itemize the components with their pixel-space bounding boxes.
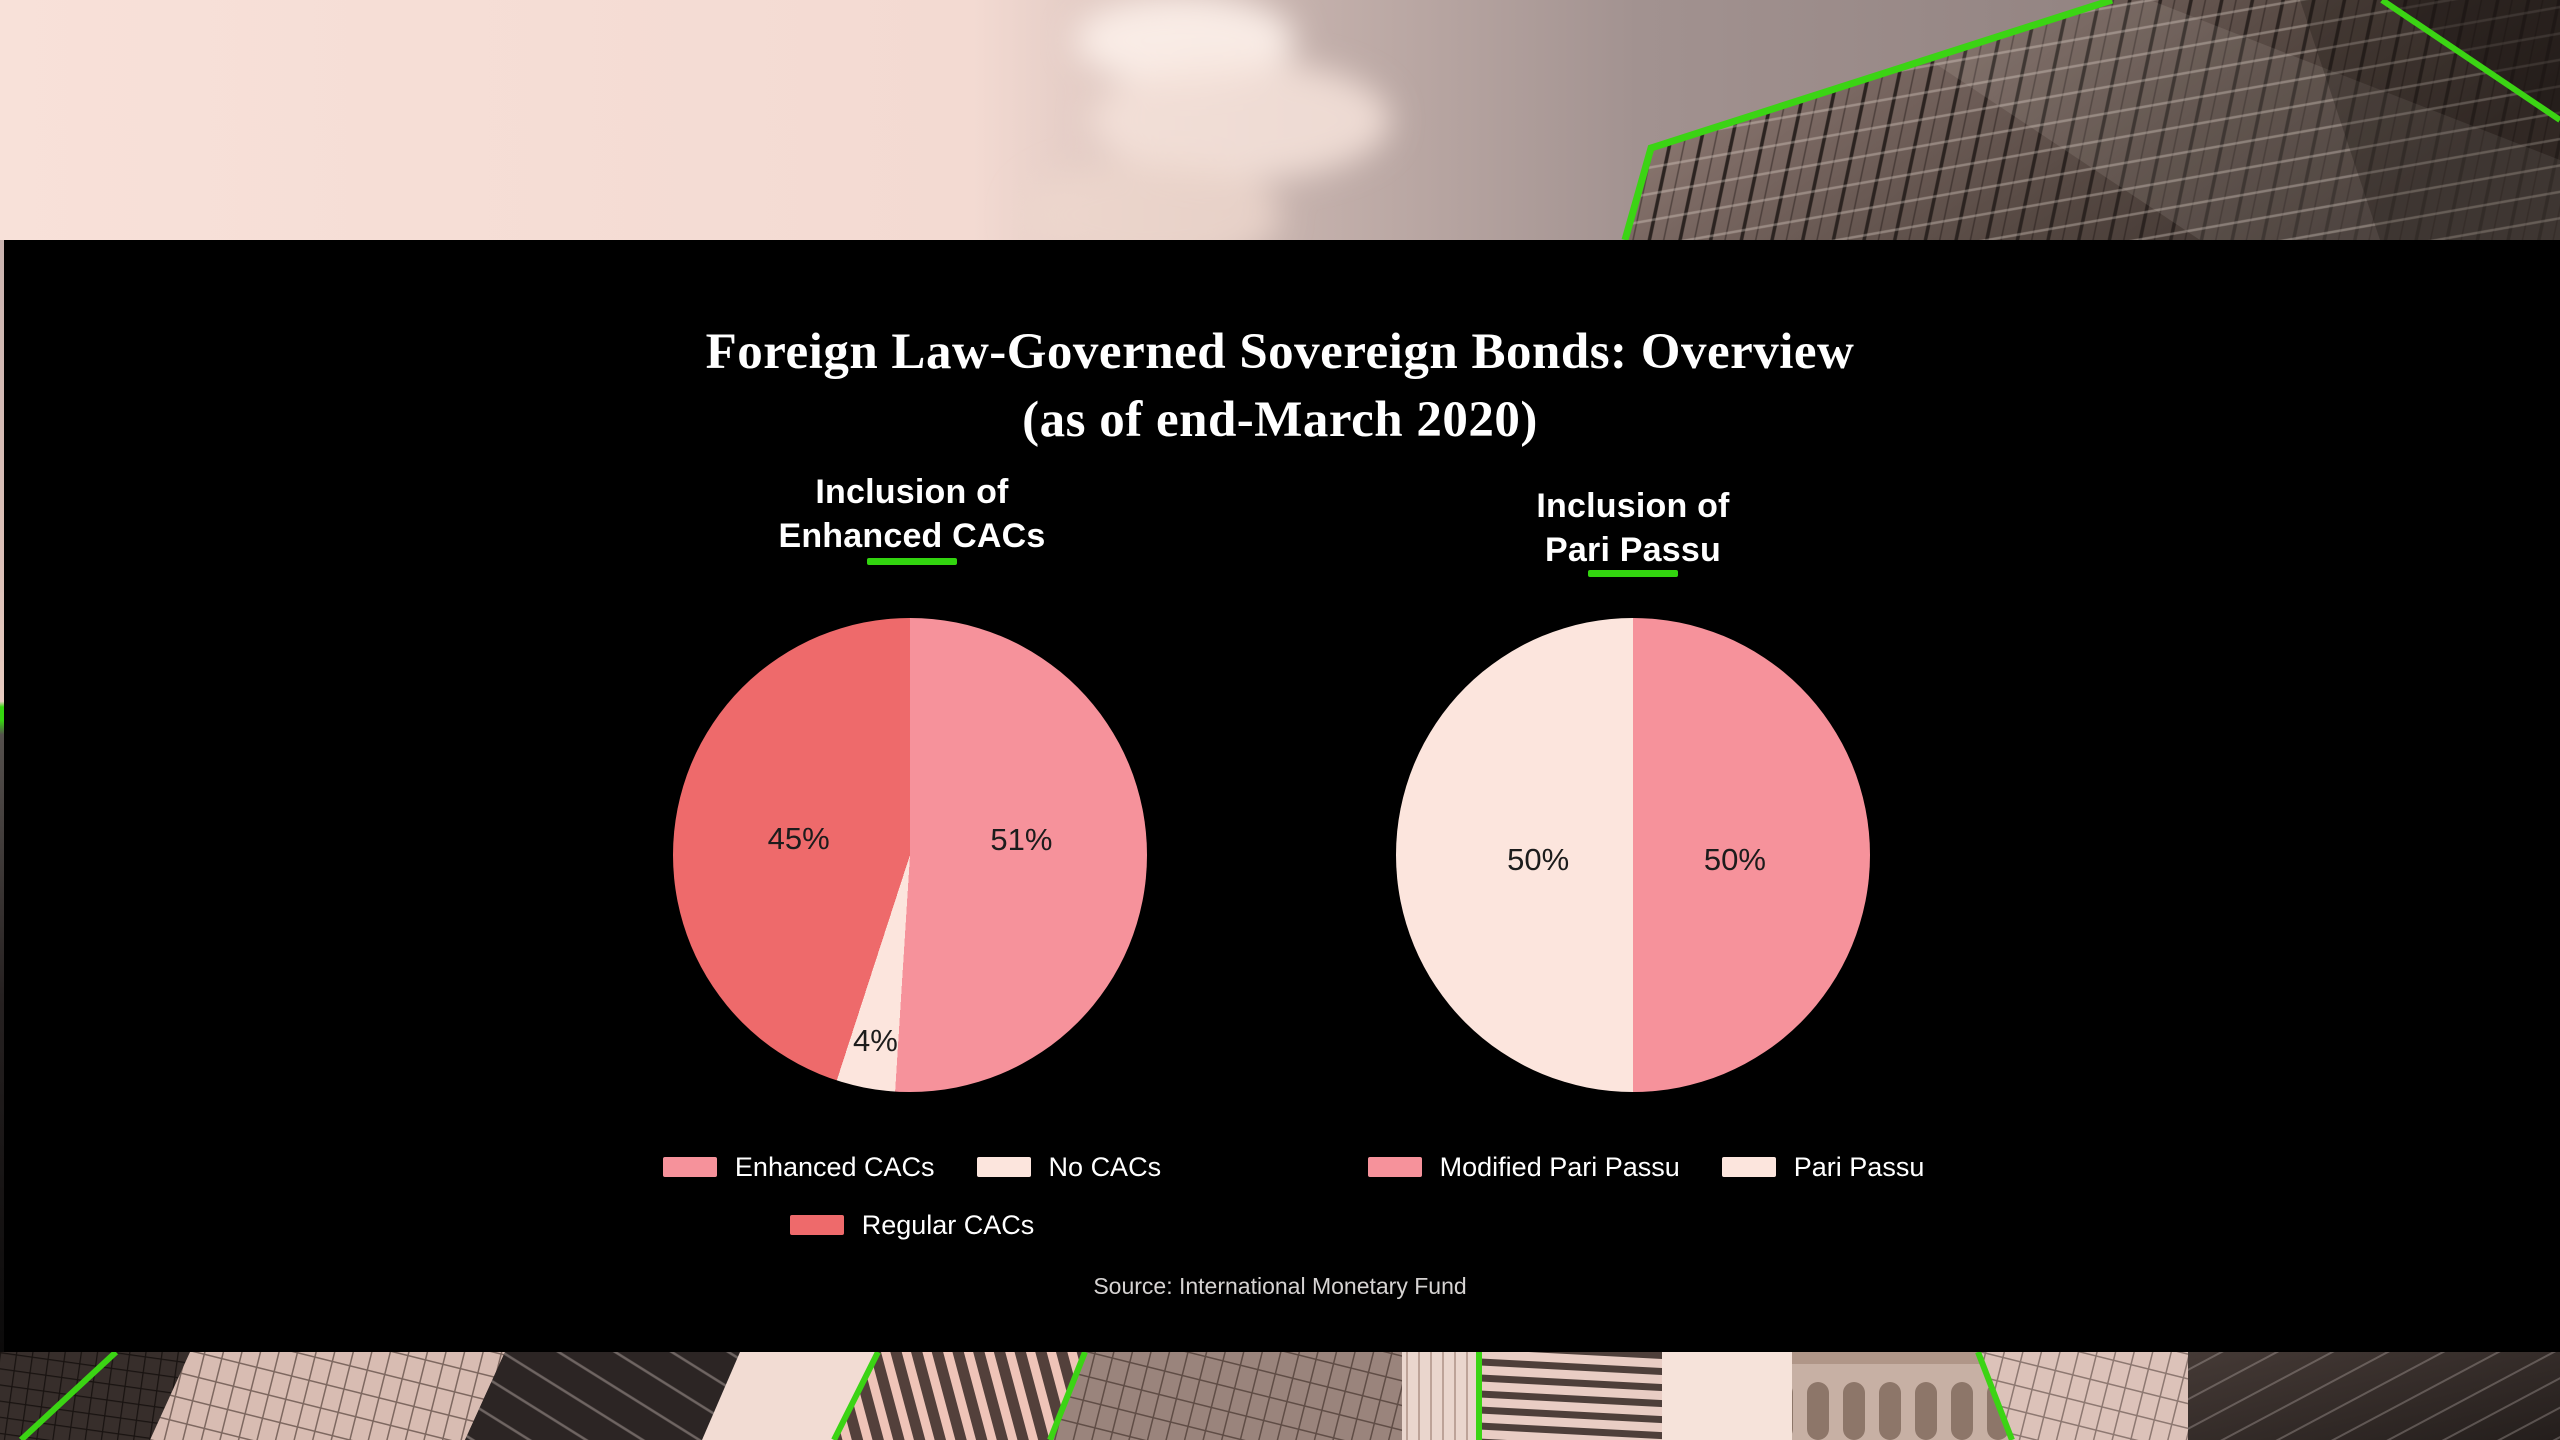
legend-label: Regular CACs [861,1209,1035,1240]
legend-label: No CACs [1048,1151,1162,1182]
page-title-line1: Foreign Law-Governed Sovereign Bonds: Ov… [705,324,1855,381]
source-caption: Source: International Monetary Fund [1093,1273,1467,1299]
legend-swatch [976,1157,1031,1177]
legend-item-enhanced-cacs: Enhanced CACs [662,1151,935,1183]
pie-heading-pari-passu: Inclusion of Pari Passu [1383,484,1883,572]
legend-label: Pari Passu [1793,1151,1925,1182]
pie-heading-enhanced-cacs: Inclusion of Enhanced CACs [662,470,1162,558]
legend-row: Regular CACs [612,1210,1212,1240]
left-photo-sliver [0,240,4,1352]
pie-chart-enhanced-cacs: 51% 4% 45% [673,618,1147,1092]
legend-item-no-cacs: No CACs [976,1151,1162,1183]
chart-panel: Foreign Law-Governed Sovereign Bonds: Ov… [0,240,2560,1352]
legend-swatch [662,1157,717,1177]
pie-heading-line2: Enhanced CACs [778,517,1046,555]
legend-label: Enhanced CACs [734,1151,935,1182]
pie-slice-label: 50% [1507,841,1570,877]
page-title-line2: (as of end-March 2020) [1022,392,1538,449]
legend-row: Enhanced CACs No CACs [612,1152,1212,1182]
legend-swatch [1367,1157,1422,1177]
page-title: Foreign Law-Governed Sovereign Bonds: Ov… [0,318,2560,454]
pie-slice-label: 4% [852,1023,898,1059]
city-bottom-photo [0,1352,2560,1440]
legend-item-regular-cacs: Regular CACs [789,1209,1035,1241]
legend-row: Modified Pari Passu Pari Passu [1346,1152,1946,1182]
pie-slice-label: 50% [1703,841,1766,877]
legend-label: Modified Pari Passu [1439,1151,1680,1182]
pie-heading-line1: Inclusion of [815,473,1009,511]
legend-item-pari-passu: Pari Passu [1721,1151,1925,1183]
pie-slice-label: 45% [767,820,830,856]
pie-slice-label: 51% [990,821,1053,857]
green-underline [867,558,957,565]
legend-item-modified-pari-passu: Modified Pari Passu [1367,1151,1680,1183]
pie-chart-pari-passu: 50% 50% [1396,618,1870,1092]
green-underline [1588,570,1678,577]
legend-swatch [1721,1157,1776,1177]
legend-swatch [789,1215,844,1235]
pie-heading-line1: Inclusion of [1536,487,1730,525]
pie-heading-line2: Pari Passu [1545,531,1721,569]
sky-skyscraper-photo [0,0,2560,240]
